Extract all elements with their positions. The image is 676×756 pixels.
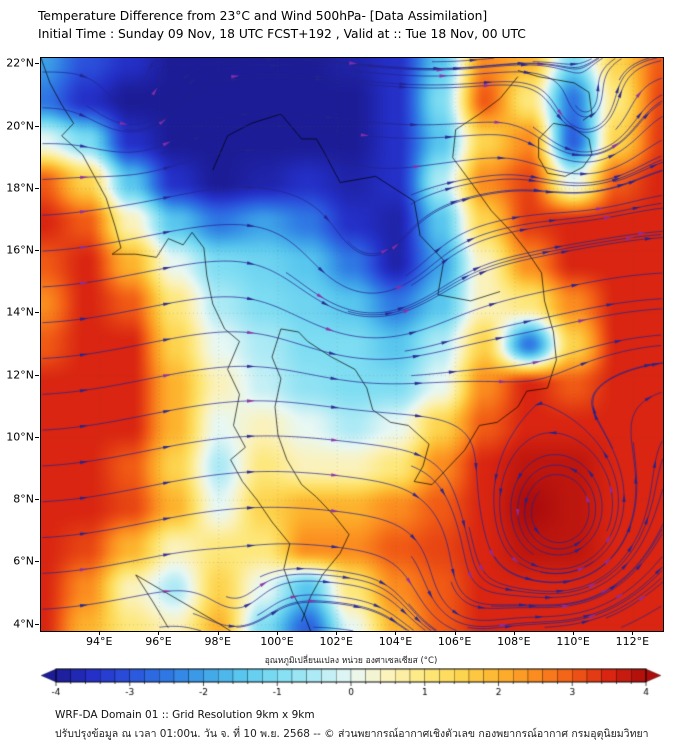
y-axis-label: 10°N	[6, 430, 34, 444]
x-axis-tick	[336, 631, 338, 635]
y-axis-label: 14°N	[6, 305, 34, 319]
y-axis-tick	[35, 125, 39, 127]
y-axis-tick	[35, 374, 39, 376]
map-subtitle: Initial Time : Sunday 09 Nov, 18 UTC FCS…	[38, 27, 526, 41]
colorbar	[40, 668, 662, 702]
y-axis-tick	[35, 312, 39, 314]
y-axis-tick	[35, 561, 39, 563]
y-axis-tick	[35, 250, 39, 252]
x-axis-label: 96°E	[145, 635, 172, 648]
x-axis-label: 94°E	[86, 635, 113, 648]
y-axis-tick	[35, 63, 39, 65]
x-axis-label: 112°E	[615, 635, 650, 648]
map-title: Temperature Difference from 23°C and Win…	[38, 9, 488, 23]
x-axis-tick	[454, 631, 456, 635]
y-axis-label: 22°N	[6, 56, 34, 70]
y-axis-tick	[35, 187, 39, 189]
y-axis-label: 12°N	[6, 368, 34, 382]
x-axis-tick	[513, 631, 515, 635]
header: Temperature Difference from 23°C and Win…	[38, 7, 526, 43]
x-axis-tick	[158, 631, 160, 635]
x-axis-label: 98°E	[204, 635, 231, 648]
x-axis-tick	[217, 631, 219, 635]
y-axis-label: 8°N	[13, 492, 34, 506]
x-axis-label: 106°E	[437, 635, 472, 648]
colorbar-label: อุณหภูมิเปลี่ยนแปลง หน่วย องศาเซลเซียส (…	[264, 656, 438, 666]
y-axis-tick	[35, 623, 39, 625]
x-axis-tick	[276, 631, 278, 635]
x-axis-label: 102°E	[319, 635, 353, 648]
map-canvas	[41, 58, 663, 631]
map-plot-area	[40, 57, 664, 632]
x-axis-label: 108°E	[497, 635, 531, 648]
x-axis-tick	[395, 631, 397, 635]
y-axis-label: 6°N	[13, 554, 34, 568]
x-axis-label: 110°E	[556, 635, 590, 648]
y-axis-label: 18°N	[6, 181, 34, 195]
x-axis-tick	[99, 631, 101, 635]
x-axis-label: 100°E	[260, 635, 294, 648]
x-axis-label: 104°E	[378, 635, 413, 648]
x-axis-tick	[632, 631, 634, 635]
y-axis-label: 16°N	[6, 243, 34, 257]
y-axis-label: 20°N	[6, 119, 34, 132]
y-axis-label: 4°N	[13, 617, 34, 631]
x-axis-tick	[573, 631, 575, 635]
y-axis-tick	[35, 499, 39, 501]
y-axis-tick	[35, 436, 39, 438]
footer-update-info: ปรับปรุงข้อมูล ณ เวลา 01:00น. วัน จ. ที่…	[55, 728, 649, 740]
footer-domain-info: WRF-DA Domain 01 :: Grid Resolution 9km …	[55, 709, 315, 721]
